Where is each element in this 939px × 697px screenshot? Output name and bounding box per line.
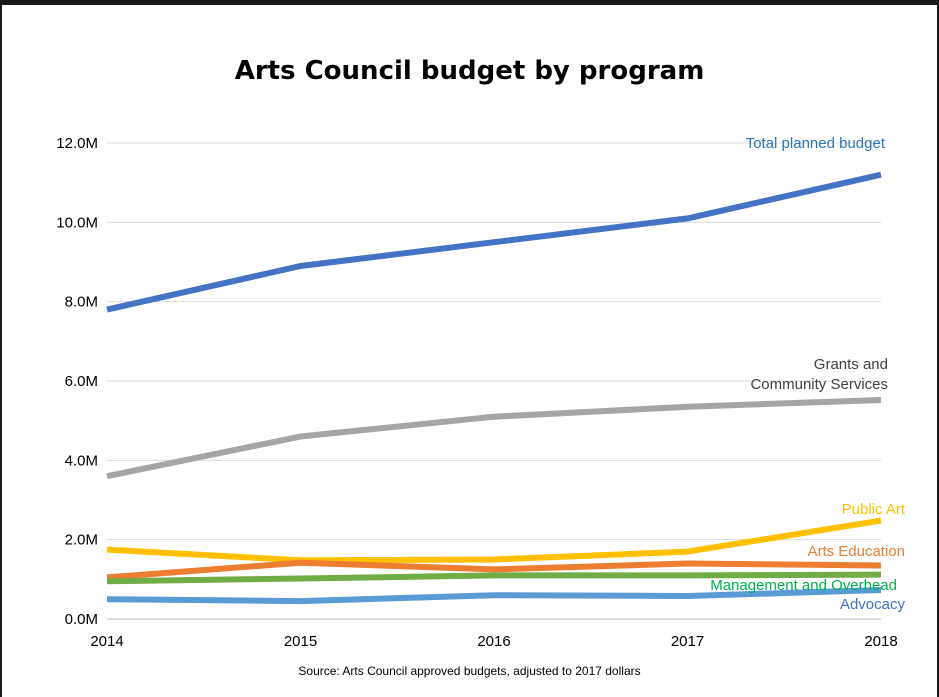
- series-label: Public Art: [842, 501, 906, 518]
- y-tick-label: 6.0M: [65, 373, 98, 390]
- series-label: Advocacy: [840, 596, 906, 613]
- series-label: Total planned budget: [746, 135, 886, 152]
- series-line-arts-education: [106, 559, 882, 581]
- series-line-total-planned-budget: [106, 171, 882, 313]
- source-note: Source: Arts Council approved budgets, a…: [298, 664, 641, 678]
- y-tick-label: 12.0M: [56, 135, 98, 152]
- x-tick-label: 2018: [864, 633, 897, 650]
- series-line-grants-and-community-services: [106, 397, 882, 480]
- series-label: Grants and Community Services: [750, 356, 888, 393]
- series-line-advocacy: [106, 587, 882, 605]
- y-tick-label: 4.0M: [65, 452, 98, 469]
- chart-title: Arts Council budget by program: [234, 56, 705, 86]
- y-tick-label: 2.0M: [65, 532, 98, 549]
- y-axis-ticks: 0.0M 2.0M 4.0M 6.0M 8.0M 10.0M 12.0M: [56, 135, 98, 628]
- series-line-public-art: [106, 517, 882, 564]
- series-line-management-and-overhead: [106, 571, 882, 585]
- series-lines: [106, 171, 882, 605]
- y-tick-label: 8.0M: [65, 294, 98, 311]
- y-tick-label: 0.0M: [65, 611, 98, 628]
- series-label: Management and Overhead: [710, 577, 897, 594]
- x-axis-ticks: 2014 2015 2016 2017 2018: [90, 633, 897, 650]
- x-tick-label: 2017: [671, 633, 704, 650]
- y-tick-label: 10.0M: [56, 214, 98, 231]
- series-labels: Total planned budget Grants and Community …: [710, 135, 906, 613]
- series-label: Arts Education: [807, 543, 905, 560]
- x-tick-label: 2014: [90, 633, 123, 650]
- x-tick-label: 2016: [477, 633, 510, 650]
- x-tick-label: 2015: [284, 633, 317, 650]
- gridlines: [107, 142, 881, 620]
